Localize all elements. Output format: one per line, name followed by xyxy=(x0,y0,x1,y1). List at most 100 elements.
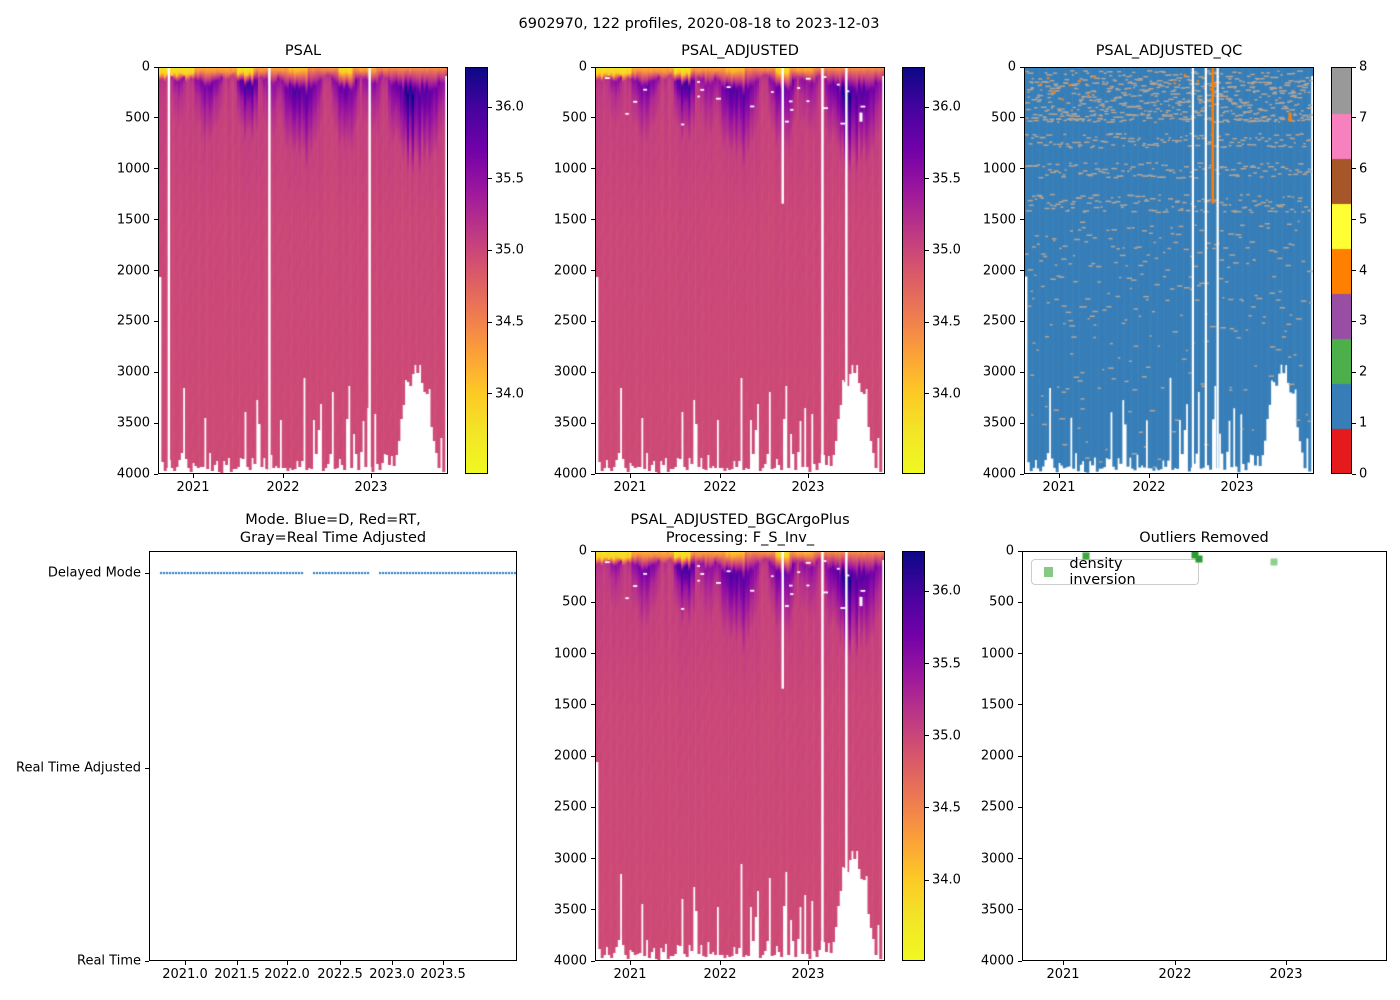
panel-psal-title: PSAL xyxy=(284,43,322,59)
y-tick-label: Real Time xyxy=(77,953,141,969)
colorbar-tick-mark xyxy=(925,879,929,881)
x-tick-label: 2023 xyxy=(1269,967,1303,982)
y-tick-mark xyxy=(1020,371,1024,373)
colorbar-tick-mark xyxy=(1352,219,1356,221)
colorbar-tick-label: 35.0 xyxy=(932,728,961,744)
y-tick-label: 500 xyxy=(125,110,150,126)
y-tick-label: 1500 xyxy=(980,697,1014,713)
y-tick-label: 500 xyxy=(991,110,1016,126)
y-tick-label: 0 xyxy=(578,59,587,75)
y-tick-label: 500 xyxy=(989,594,1014,610)
x-tick-label: 2021.0 xyxy=(162,967,208,982)
x-tick-label: 2021 xyxy=(613,480,647,495)
y-tick-label: 1500 xyxy=(553,697,587,713)
y-tick-mark xyxy=(1020,117,1024,119)
y-tick-mark xyxy=(591,168,595,170)
panel-qc-title: PSAL_ADJUSTED_QC xyxy=(1095,43,1243,59)
bgc-title-line1: PSAL_ADJUSTED_BGCArgoPlus xyxy=(630,512,850,528)
mode-plot-area[interactable] xyxy=(149,551,517,961)
psal-plot-area[interactable] xyxy=(158,67,448,474)
x-tick-label: 2022.5 xyxy=(317,967,363,982)
x-tick-label: 2022 xyxy=(703,967,737,982)
y-tick-mark xyxy=(1020,473,1024,475)
colorbar-tick-label: 35.5 xyxy=(932,171,961,187)
x-tick-mark xyxy=(719,474,721,478)
y-tick-label: 1500 xyxy=(553,212,587,228)
colorbar-tick-label: 0 xyxy=(1359,466,1368,482)
y-tick-label: 4000 xyxy=(553,953,587,969)
x-tick-mark xyxy=(370,474,372,478)
y-tick-mark xyxy=(145,960,149,962)
y-tick-label: 1500 xyxy=(116,212,150,228)
colorbar-tick-label: 34.5 xyxy=(932,800,961,816)
y-tick-label: 2000 xyxy=(553,748,587,764)
colorbar-tick-mark xyxy=(488,249,492,251)
y-tick-mark xyxy=(154,117,158,119)
y-tick-label: 1500 xyxy=(982,212,1016,228)
colorbar-tick-mark xyxy=(1352,270,1356,271)
y-tick-label: 1000 xyxy=(982,161,1016,177)
y-tick-label: 3500 xyxy=(980,902,1014,918)
x-tick-mark xyxy=(1236,474,1238,478)
y-tick-label: 3500 xyxy=(553,902,587,918)
bgc-plot-area[interactable] xyxy=(595,551,885,961)
colorbar-tick-label: 4 xyxy=(1359,263,1368,278)
x-tick-mark xyxy=(286,961,288,965)
y-tick-label: Real Time Adjusted xyxy=(16,760,141,776)
psal-adjusted-heatmap-canvas xyxy=(596,68,884,473)
y-tick-mark xyxy=(591,320,595,322)
y-tick-label: 2500 xyxy=(116,313,150,329)
x-tick-mark xyxy=(629,961,631,965)
y-tick-label: 3000 xyxy=(980,851,1014,866)
y-tick-mark xyxy=(1020,168,1024,170)
qc-plot-area[interactable] xyxy=(1024,67,1314,474)
y-tick-mark xyxy=(591,858,595,859)
colorbar-tick-mark xyxy=(1352,473,1356,475)
x-tick-mark xyxy=(192,474,194,478)
colorbar-tick-label: 34.0 xyxy=(932,872,961,888)
y-tick-label: 2500 xyxy=(553,799,587,815)
y-tick-label: 3000 xyxy=(553,851,587,866)
colorbar-tick-mark xyxy=(488,178,492,180)
colorbar-tick-mark xyxy=(1352,422,1356,424)
y-tick-label: 3500 xyxy=(553,415,587,431)
x-tick-label: 2021 xyxy=(613,967,647,982)
bgc-heatmap-canvas xyxy=(596,552,884,960)
x-tick-label: 2022 xyxy=(1158,967,1192,982)
y-tick-mark xyxy=(1018,550,1022,552)
y-tick-mark xyxy=(591,601,595,603)
y-tick-label: 2500 xyxy=(982,313,1016,329)
qc-heatmap-canvas xyxy=(1025,68,1313,473)
y-tick-label: 0 xyxy=(1007,59,1016,75)
colorbar-tick-label: 2 xyxy=(1359,364,1368,380)
outliers-plot-area[interactable]: density inversion xyxy=(1022,551,1387,961)
y-tick-mark xyxy=(591,550,595,552)
y-tick-mark xyxy=(1018,704,1022,706)
y-tick-label: 2000 xyxy=(116,263,150,278)
y-tick-label: 4000 xyxy=(982,466,1016,482)
colorbar-tick-label: 8 xyxy=(1359,59,1368,75)
y-tick-mark xyxy=(591,806,595,808)
y-tick-mark xyxy=(1018,960,1022,962)
y-tick-label: 1000 xyxy=(980,646,1014,661)
colorbar-tick-label: 7 xyxy=(1359,110,1368,126)
y-tick-label: 2000 xyxy=(982,263,1016,278)
colorbar-tick-label: 34.0 xyxy=(932,386,961,402)
y-tick-mark xyxy=(154,320,158,322)
y-tick-mark xyxy=(1020,270,1024,271)
y-tick-mark xyxy=(591,270,595,271)
colorbar-tick-label: 34.0 xyxy=(495,386,524,402)
y-tick-mark xyxy=(1020,320,1024,322)
x-tick-mark xyxy=(236,961,238,965)
colorbar-tick-label: 35.0 xyxy=(932,242,961,258)
mode-title-line2: Gray=Real Time Adjusted xyxy=(239,530,427,546)
y-tick-mark xyxy=(154,219,158,221)
x-tick-mark xyxy=(339,961,341,965)
psal-adjusted-plot-area[interactable] xyxy=(595,67,885,474)
y-tick-label: 500 xyxy=(562,110,587,126)
x-tick-label: 2022.0 xyxy=(264,967,310,982)
y-tick-label: 0 xyxy=(1005,543,1014,559)
qc-colorbar-segments xyxy=(1332,68,1351,473)
bgc-colorbar xyxy=(902,551,925,961)
y-tick-label: 1000 xyxy=(553,161,587,177)
